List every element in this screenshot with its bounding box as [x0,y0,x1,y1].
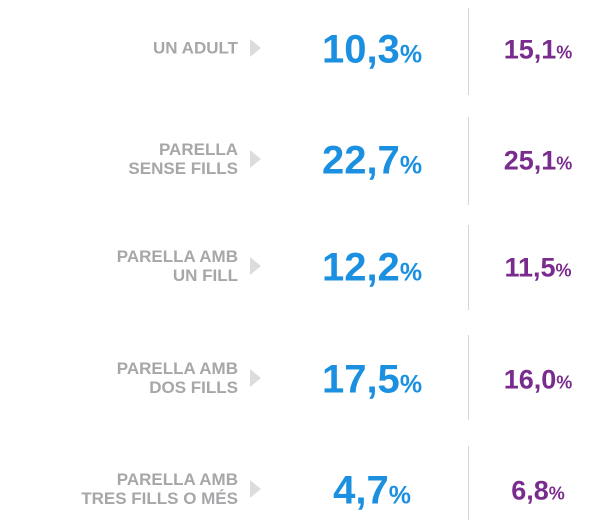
label-line: UN ADULT [153,38,238,58]
label-line: UN FILL [172,266,238,285]
label-line: SENSE FILLS [128,159,238,178]
label-line: PARELLA AMB [116,247,238,266]
row-label: PARELLA AMB TRES FILLS O MÉS [81,470,238,508]
row-label: PARELLA SENSE FILLS [128,140,238,178]
label-line: PARELLA [158,140,238,159]
arrow-icon [250,39,261,57]
arrow-icon [250,150,261,168]
value-secondary: 6,8% [511,475,565,506]
row-label: PARELLA AMB DOS FILLS [117,359,238,397]
value-secondary: 11,5% [504,252,572,283]
row-label: UN ADULT [153,39,238,58]
value-primary: 10,3% [321,27,423,72]
label-line: PARELLA AMB [116,359,238,378]
value-primary: 4,7% [333,468,411,513]
label-line: TRES FILLS O MÉS [81,489,238,508]
arrow-icon [250,257,261,275]
arrow-icon [250,480,261,498]
separator [468,8,469,95]
value-primary: 22,7% [321,138,423,183]
value-primary: 17,5% [321,357,423,402]
value-primary: 12,2% [321,245,423,290]
separator [468,225,469,310]
row-label: PARELLA AMB UN FILL [117,247,238,285]
arrow-icon [250,369,261,387]
value-secondary: 25,1% [503,145,573,176]
value-secondary: 16,0% [503,364,573,395]
label-line: DOS FILLS [149,378,238,397]
label-line: PARELLA AMB [116,470,238,489]
separator [468,117,469,205]
separator [468,446,469,520]
value-secondary: 15,1% [503,34,573,65]
separator [468,335,469,420]
